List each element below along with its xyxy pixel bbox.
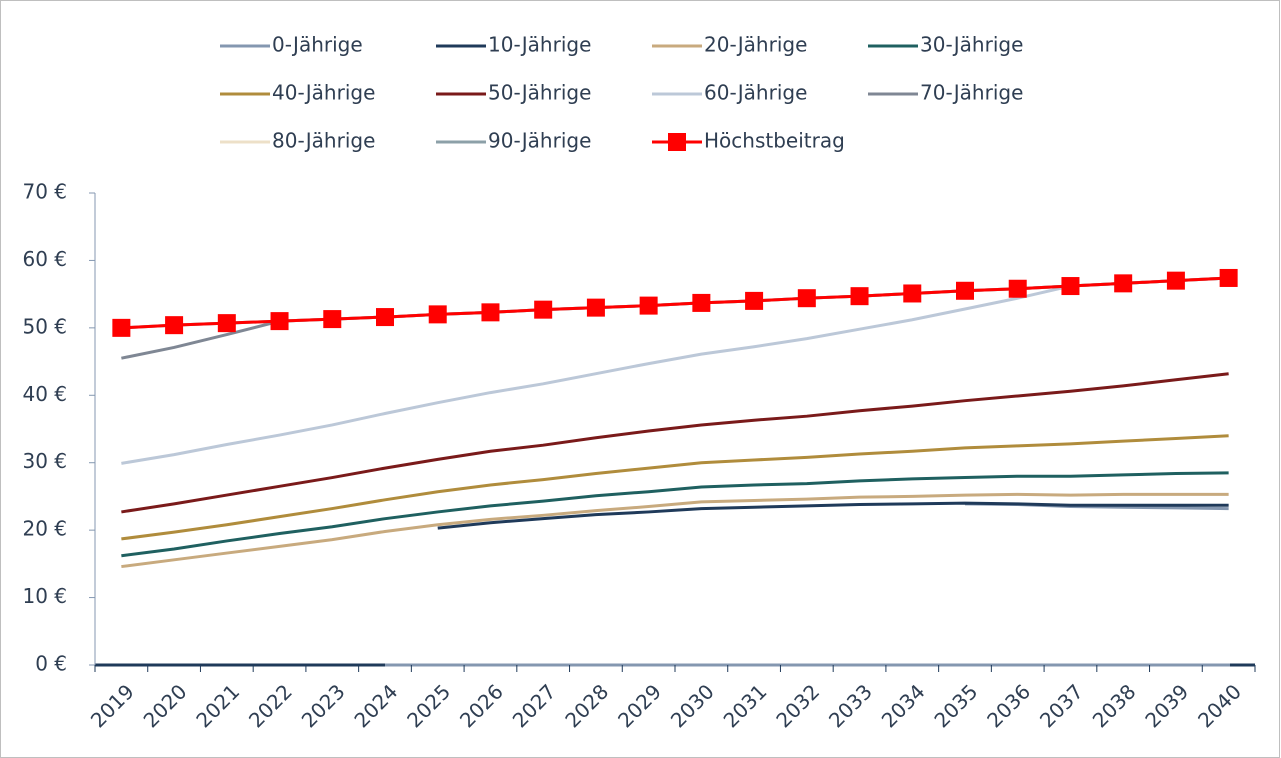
legend-label: 50-Jährige [488,81,591,105]
marker [745,291,764,310]
legend-label: 20-Jährige [704,33,807,57]
marker [903,284,922,303]
y-tick-label: 70 € [22,180,67,204]
marker [850,287,869,306]
series-line [121,372,1229,514]
series-line [121,492,1229,569]
y-tick-label: 10 € [22,584,67,608]
legend-label: 70-Jährige [920,81,1023,105]
marker [534,300,553,319]
marker [956,281,974,300]
marker [112,318,131,337]
legend-label: Höchstbeitrag [704,129,845,153]
y-tick-label: 50 € [22,314,67,338]
marker [165,316,184,335]
legend-label: 90-Jährige [488,129,591,153]
y-tick-label: 30 € [22,449,67,473]
marker [428,305,447,324]
legend-label: 60-Jährige [704,81,807,105]
y-tick-label: 60 € [22,247,67,271]
marker [1219,268,1238,287]
marker [217,314,236,333]
legend-label: 0-Jährige [272,33,363,57]
y-tick-label: 20 € [22,517,67,541]
marker [1061,277,1080,296]
marker [323,310,342,329]
marker [1008,279,1027,298]
marker [797,289,816,308]
legend-label: 40-Jährige [272,81,375,105]
series-line [121,434,1229,541]
series-line [121,276,1229,465]
legend-marker [668,133,686,151]
series-line [121,276,1229,330]
marker [1166,271,1185,290]
marker [639,296,658,315]
y-tick-label: 0 € [35,652,67,676]
marker [376,308,394,327]
legend-label: 30-Jährige [920,33,1023,57]
marker [270,312,289,331]
marker [586,298,605,317]
series-line [121,471,1229,558]
marker [481,303,500,322]
marker [692,293,711,312]
marker [1114,274,1133,293]
legend-label: 10-Jährige [488,33,591,57]
y-tick-label: 40 € [22,382,67,406]
legend-label: 80-Jährige [272,129,375,153]
series-line [437,501,1229,530]
